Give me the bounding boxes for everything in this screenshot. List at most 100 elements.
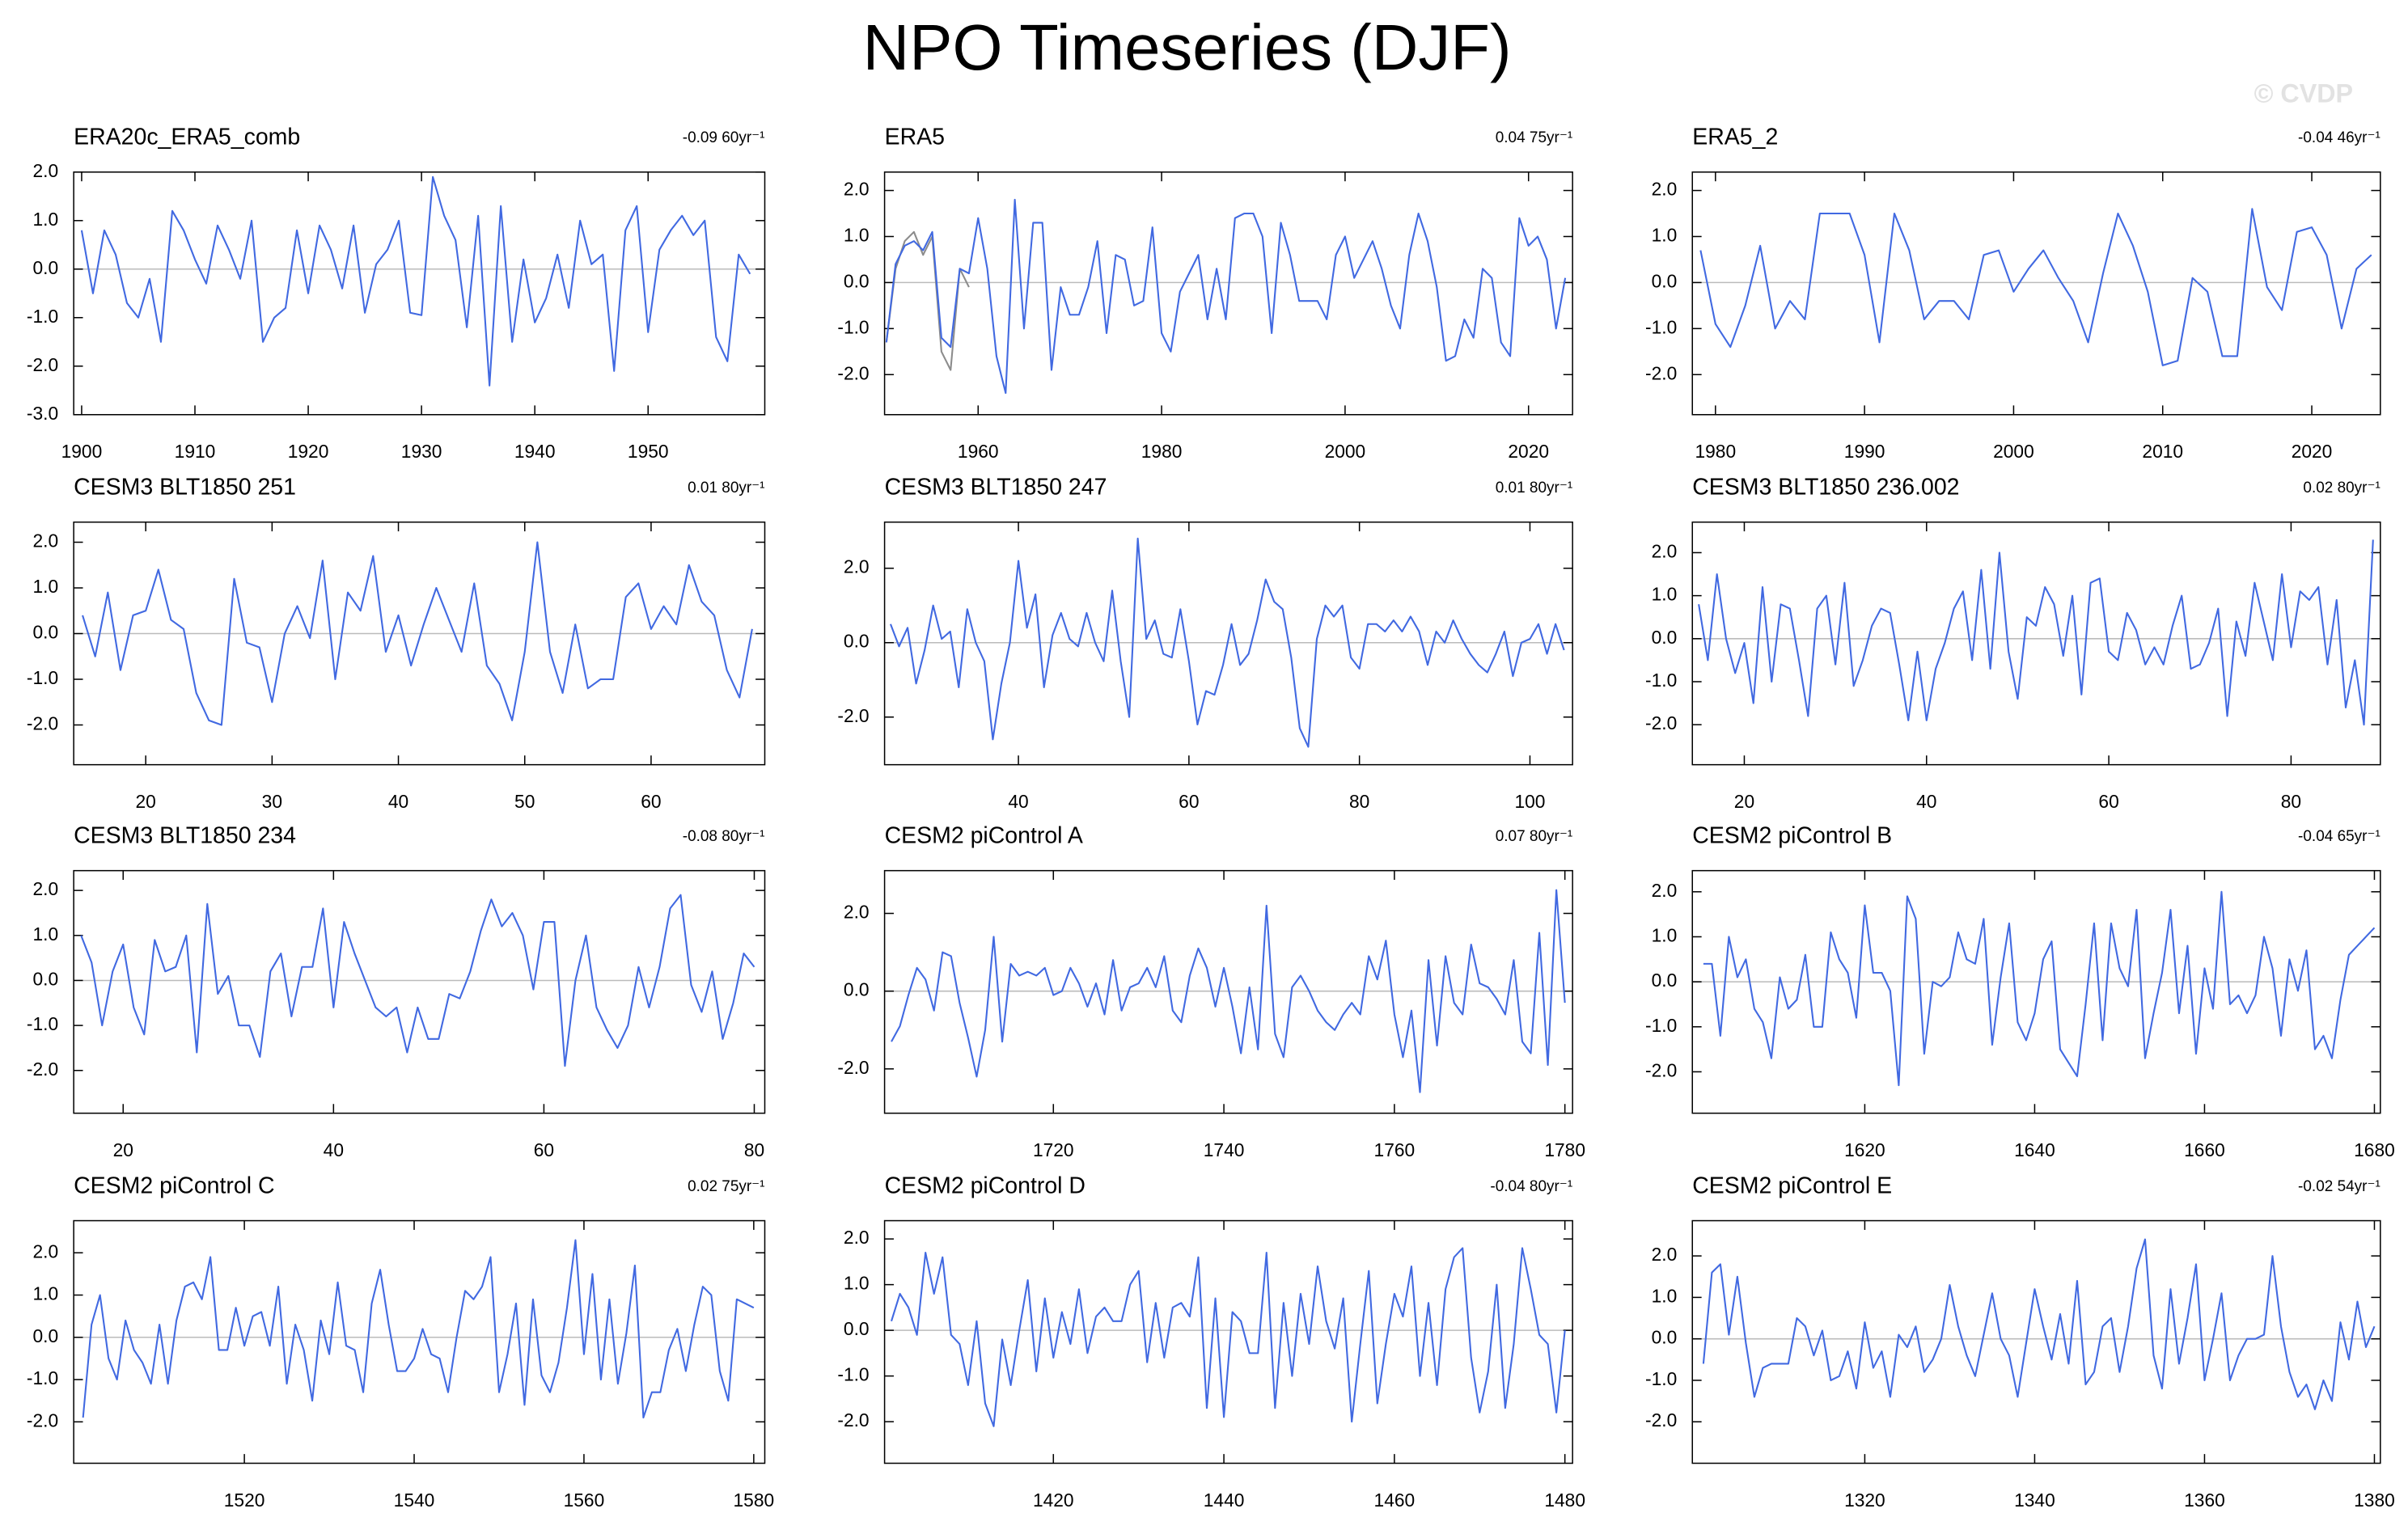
y-tick-label: 2.0 [1652,179,1678,200]
y-tick-label: 0.0 [844,631,870,652]
y-tick-label: 2.0 [1652,880,1678,901]
plot-frame [73,171,766,416]
x-tick-label: 2000 [1325,441,1366,462]
x-tick-label: 80 [2281,791,2301,812]
y-tick-label: -1.0 [837,1364,869,1385]
x-tick-label: 1660 [2184,1139,2225,1160]
y-tick-label: 2.0 [32,878,58,899]
y-tick-label: -1.0 [1645,670,1677,691]
plot-frame [73,1219,766,1464]
panel-title: CESM3 BLT1850 236.002 [1692,474,1959,500]
y-tick-label: 1.0 [1652,224,1678,245]
y-tick-label: 2.0 [32,530,58,551]
x-tick-label: 1740 [1204,1139,1245,1160]
series-line [80,175,751,387]
x-tick-label: 1950 [628,441,669,462]
panel-title: CESM3 BLT1850 234 [74,822,296,848]
panel-title: CESM3 BLT1850 247 [885,474,1107,500]
y-tick-label: -1.0 [27,667,58,688]
x-tick-label: 20 [1734,791,1754,812]
x-tick-label: 2020 [1508,441,1549,462]
y-tick-label: -1.0 [27,1367,58,1388]
x-tick-label: 1440 [1204,1490,1245,1511]
x-tick-label: 1420 [1033,1490,1074,1511]
series-line [1703,890,2376,1087]
x-tick-label: 1940 [514,441,556,462]
y-tick-label: 2.0 [844,1227,870,1248]
panel-title: CESM2 piControl B [1692,822,1892,848]
x-tick-label: 60 [2098,791,2118,812]
x-tick-label: 1720 [1033,1139,1074,1160]
y-tick-label: 1.0 [1652,924,1678,945]
trend-annotation: 0.04 75yr⁻¹ [1496,129,1572,146]
x-tick-label: 40 [1008,791,1028,812]
y-tick-label: 1.0 [32,576,58,597]
y-tick-label: 0.0 [32,1325,58,1346]
x-tick-label: 1760 [1374,1139,1416,1160]
y-tick-label: -1.0 [1645,316,1677,337]
x-tick-label: 1930 [401,441,442,462]
plot-frame [1691,521,2381,766]
x-tick-label: 30 [262,791,282,812]
series-line [82,1239,755,1419]
x-tick-label: 1560 [564,1490,605,1511]
y-tick-label: -1.0 [27,306,58,327]
trend-annotation: -0.04 80yr⁻¹ [1490,1178,1572,1195]
y-tick-label: -2.0 [1645,712,1677,733]
x-tick-label: 1480 [1544,1490,1585,1511]
x-tick-label: 1520 [224,1490,265,1511]
trend-annotation: -0.02 54yr⁻¹ [2298,1178,2380,1195]
y-tick-label: -2.0 [1645,1409,1677,1430]
panel-title: ERA5_2 [1692,125,1778,150]
trend-annotation: 0.02 75yr⁻¹ [688,1178,764,1195]
panel-title: ERA20c_ERA5_comb [74,125,300,150]
y-tick-label: 0.0 [844,270,870,291]
plot-frame [1691,171,2381,416]
y-tick-label: 0.0 [32,622,58,643]
x-tick-label: 40 [324,1139,344,1160]
series-line [82,541,753,726]
panel-title: ERA5 [885,125,945,150]
y-tick-label: 1.0 [32,1283,58,1304]
x-tick-label: 1780 [1544,1139,1585,1160]
x-tick-label: 1980 [1141,441,1183,462]
y-tick-label: 2.0 [1652,540,1678,561]
y-tick-label: 1.0 [844,224,870,245]
trend-annotation: -0.04 46yr⁻¹ [2298,129,2380,146]
x-tick-label: 80 [1349,791,1369,812]
y-tick-label: 1.0 [1652,1285,1678,1306]
y-tick-label: 1.0 [844,1273,870,1294]
trend-annotation: 0.01 80yr⁻¹ [688,480,764,497]
series-line [891,1247,1566,1427]
y-tick-label: -2.0 [27,354,58,375]
y-tick-label: 2.0 [32,160,58,181]
plot-frame [883,869,1573,1114]
y-tick-label: -1.0 [837,316,869,337]
x-tick-label: 20 [113,1139,133,1160]
y-tick-label: -1.0 [1645,1015,1677,1036]
y-tick-label: 1.0 [32,209,58,230]
y-tick-label: 0.0 [1652,627,1678,648]
y-tick-label: 2.0 [844,556,870,577]
figure-title: NPO Timeseries (DJF) [863,11,1512,83]
y-tick-label: -2.0 [27,1409,58,1430]
x-tick-label: 1340 [2014,1490,2055,1511]
y-tick-label: -3.0 [27,403,58,424]
y-tick-label: 2.0 [32,1240,58,1261]
x-tick-label: 1320 [1844,1490,1885,1511]
x-tick-label: 1640 [2014,1139,2055,1160]
y-tick-label: 1.0 [32,923,58,944]
x-tick-label: 60 [534,1139,554,1160]
y-tick-label: 2.0 [844,902,870,923]
panel-title: CESM2 piControl E [1692,1173,1892,1198]
x-tick-label: 2010 [2142,441,2183,462]
panel-title: CESM2 piControl A [885,822,1083,848]
x-tick-label: 100 [1514,791,1545,812]
y-tick-label: -2.0 [27,713,58,734]
y-tick-label: -2.0 [837,362,869,383]
y-tick-label: 0.0 [1652,1327,1678,1348]
plot-frame [73,521,766,766]
y-tick-label: -2.0 [837,705,869,726]
series-line [1702,1238,2376,1410]
x-tick-label: 1920 [288,441,329,462]
